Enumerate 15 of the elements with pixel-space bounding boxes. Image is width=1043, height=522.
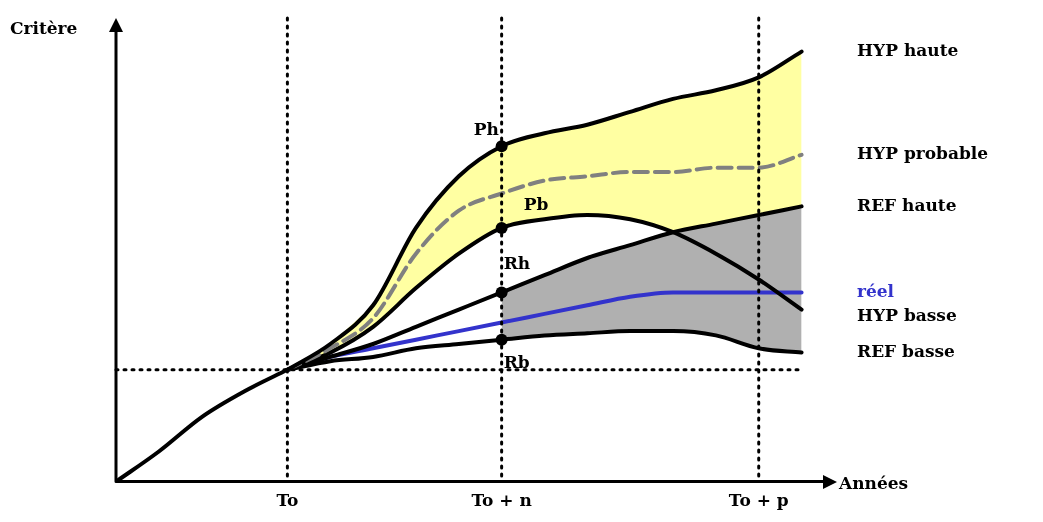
text: HYP basse xyxy=(857,304,957,325)
annotation: Ph xyxy=(473,118,499,139)
annotation: Pb xyxy=(523,194,549,215)
x-tick-label: To + p xyxy=(728,490,789,511)
y-axis-title: Critère xyxy=(10,18,78,39)
annotation: Rb xyxy=(503,352,530,373)
x-tick-label: To + n xyxy=(471,490,532,511)
x-tick-label: To xyxy=(276,490,299,511)
text: HYP haute xyxy=(857,40,959,61)
text: REF haute xyxy=(857,194,957,215)
text: HYP probable xyxy=(857,143,989,164)
text: REF basse xyxy=(857,341,956,362)
text: réel xyxy=(857,280,895,301)
annotation: Rh xyxy=(503,252,531,273)
x-axis-title: Années xyxy=(838,473,909,494)
